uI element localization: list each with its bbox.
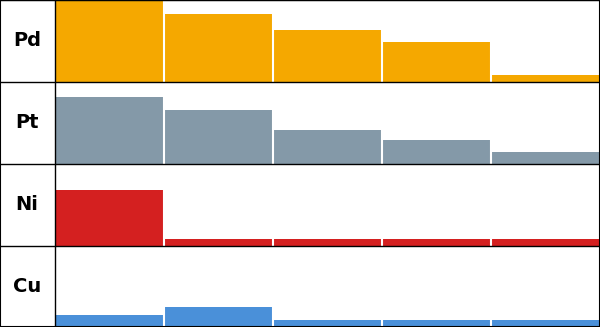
Bar: [491, 320, 600, 327]
Bar: [164, 110, 273, 164]
Text: Ni: Ni: [16, 196, 38, 215]
Bar: [382, 320, 491, 327]
Bar: [55, 97, 164, 164]
Text: Pt: Pt: [15, 113, 39, 132]
Bar: [55, 190, 164, 246]
Bar: [491, 239, 600, 246]
Bar: [55, 315, 164, 327]
Text: Pd: Pd: [13, 31, 41, 50]
Bar: [164, 307, 273, 327]
Bar: [273, 130, 382, 164]
Text: Cu: Cu: [13, 277, 41, 296]
Bar: [164, 239, 273, 246]
Bar: [382, 239, 491, 246]
Bar: [273, 320, 382, 327]
Bar: [491, 152, 600, 164]
Bar: [164, 14, 273, 82]
Bar: [491, 75, 600, 82]
Bar: [382, 140, 491, 164]
Bar: [382, 42, 491, 82]
Bar: [273, 239, 382, 246]
Bar: [273, 30, 382, 82]
Bar: [55, 0, 164, 82]
